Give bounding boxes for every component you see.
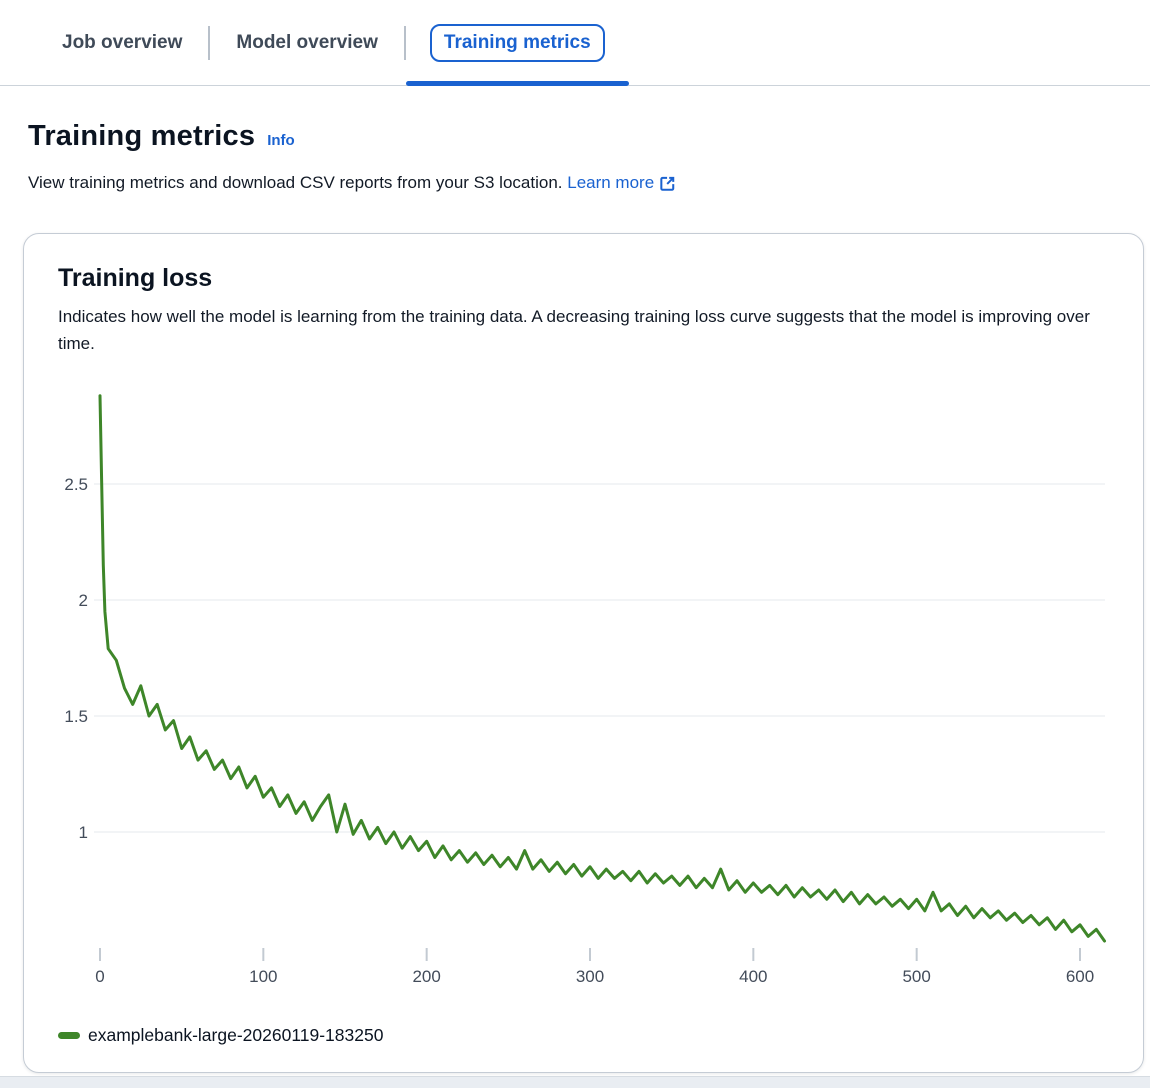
y-axis-labels: 1 1.5 2 2.5 — [64, 475, 88, 842]
x-tick-label: 200 — [412, 967, 440, 986]
y-tick-label: 2 — [79, 591, 88, 610]
tab-model-overview[interactable]: Model overview — [210, 0, 404, 85]
gridlines — [94, 483, 1105, 833]
training-loss-card: Training loss Indicates how well the mod… — [23, 233, 1144, 1073]
page-description: View training metrics and download CSV r… — [28, 171, 1122, 195]
legend-series-marker — [58, 1032, 80, 1039]
legend-series-label: examplebank-large-20260119-183250 — [88, 1025, 384, 1045]
card-title: Training loss — [58, 264, 213, 292]
external-link-icon — [660, 176, 675, 191]
card-description: Indicates how well the model is learning… — [58, 307, 1090, 353]
tab-divider — [403, 25, 406, 60]
y-tick-label: 1.5 — [64, 707, 88, 726]
learn-more-link[interactable]: Learn more — [567, 171, 676, 195]
footer-strip — [0, 1076, 1150, 1088]
tab-training-metrics[interactable]: Training metrics — [405, 0, 629, 86]
info-link[interactable]: Info — [267, 132, 295, 149]
tab-label: Training metrics — [429, 23, 605, 62]
page-title: Training metrics — [28, 120, 256, 152]
loss-line-series[interactable] — [98, 394, 1106, 943]
y-tick-label: 2.5 — [64, 475, 88, 494]
tab-label: Model overview — [236, 31, 378, 53]
x-tick-label: 600 — [1066, 967, 1094, 986]
x-tick-label: 0 — [95, 967, 104, 986]
training-loss-chart[interactable]: 1 1.5 2 2.5 0 100 200 300 400 500 600 — [24, 383, 1143, 995]
tab-divider — [208, 25, 211, 60]
x-axis-ticks — [99, 948, 1081, 961]
x-tick-label: 400 — [739, 967, 767, 986]
x-tick-label: 300 — [576, 967, 604, 986]
tab-label: Job overview — [62, 31, 183, 53]
tab-job-overview[interactable]: Job overview — [36, 0, 208, 85]
chart-legend-item[interactable]: examplebank-large-20260119-183250 — [58, 1025, 1143, 1072]
tabs-bar: Job overview Model overview Training met… — [0, 0, 1150, 86]
page-description-text: View training metrics and download CSV r… — [28, 173, 563, 192]
x-tick-label: 100 — [249, 967, 277, 986]
card-header: Training loss Indicates how well the mod… — [24, 234, 1143, 357]
page-header: Training metrics Info View training metr… — [28, 120, 1122, 195]
y-tick-label: 1 — [79, 823, 88, 842]
x-tick-label: 500 — [902, 967, 930, 986]
x-axis-labels: 0 100 200 300 400 500 600 — [95, 967, 1094, 986]
